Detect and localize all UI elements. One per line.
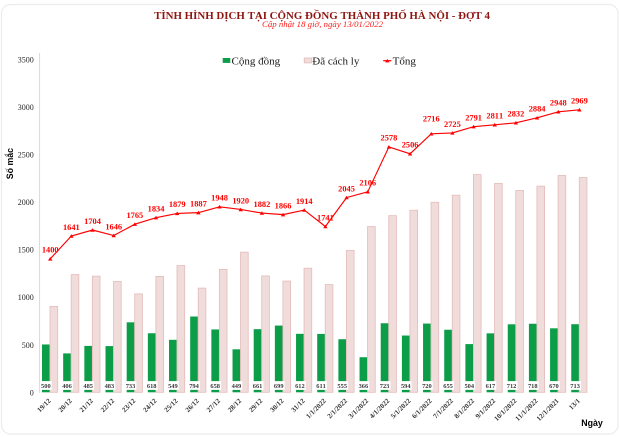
svg-text:594: 594	[401, 383, 411, 390]
svg-text:618: 618	[147, 383, 157, 390]
svg-text:699: 699	[274, 383, 284, 390]
svg-text:2832: 2832	[508, 110, 525, 119]
svg-text:658: 658	[210, 383, 220, 390]
svg-text:1646: 1646	[105, 222, 122, 231]
svg-text:2716: 2716	[423, 114, 440, 123]
svg-text:504: 504	[464, 383, 474, 390]
svg-text:483: 483	[105, 383, 115, 390]
svg-text:718: 718	[528, 383, 538, 390]
svg-text:611: 611	[316, 383, 326, 390]
svg-text:2948: 2948	[550, 99, 567, 108]
svg-text:1948: 1948	[211, 194, 228, 203]
svg-text:1765: 1765	[126, 211, 143, 220]
svg-text:2969: 2969	[571, 97, 588, 106]
svg-text:500: 500	[22, 341, 34, 350]
svg-text:2000: 2000	[18, 198, 34, 207]
svg-text:Tổng: Tổng	[393, 55, 417, 67]
svg-text:1641: 1641	[63, 223, 80, 232]
svg-text:Cập nhật 18 giờ, ngày 13/01/20: Cập nhật 18 giờ, ngày 13/01/2022	[262, 19, 384, 29]
svg-text:Đã cách ly: Đã cách ly	[312, 55, 360, 67]
svg-text:2506: 2506	[402, 141, 419, 150]
svg-text:Số mắc: Số mắc	[4, 148, 15, 179]
svg-text:720: 720	[422, 383, 432, 390]
svg-text:733: 733	[126, 383, 136, 390]
svg-text:1920: 1920	[232, 196, 249, 205]
svg-text:712: 712	[507, 383, 517, 390]
svg-text:2791: 2791	[465, 114, 482, 123]
svg-text:0: 0	[30, 388, 34, 397]
svg-text:2884: 2884	[529, 105, 547, 114]
svg-text:1882: 1882	[254, 200, 271, 209]
svg-text:1400: 1400	[42, 246, 59, 255]
svg-text:1914: 1914	[296, 197, 314, 206]
svg-text:Cộng đồng: Cộng đồng	[232, 55, 281, 67]
svg-text:2725: 2725	[444, 120, 461, 129]
svg-text:3500: 3500	[18, 56, 34, 65]
svg-text:2811: 2811	[486, 112, 503, 121]
svg-text:661: 661	[253, 383, 263, 390]
svg-text:617: 617	[486, 383, 496, 390]
svg-text:1500: 1500	[18, 246, 34, 255]
svg-text:2578: 2578	[381, 134, 398, 143]
svg-text:Ngày: Ngày	[581, 418, 603, 428]
svg-text:1866: 1866	[275, 201, 292, 210]
svg-text:406: 406	[62, 383, 72, 390]
svg-text:500: 500	[41, 383, 51, 390]
svg-text:1879: 1879	[169, 200, 186, 209]
svg-text:713: 713	[570, 383, 580, 390]
svg-text:1887: 1887	[190, 199, 207, 208]
svg-text:549: 549	[168, 383, 178, 390]
svg-text:449: 449	[232, 383, 242, 390]
svg-text:2500: 2500	[18, 151, 34, 160]
svg-text:655: 655	[443, 383, 453, 390]
svg-text:1741: 1741	[317, 213, 334, 222]
svg-text:1834: 1834	[148, 204, 166, 213]
svg-text:555: 555	[337, 383, 347, 390]
svg-text:485: 485	[83, 383, 93, 390]
svg-text:2106: 2106	[359, 179, 376, 188]
svg-text:1000: 1000	[18, 293, 34, 302]
svg-text:723: 723	[380, 383, 390, 390]
svg-text:794: 794	[189, 383, 199, 390]
svg-text:2045: 2045	[338, 184, 355, 193]
svg-text:1704: 1704	[84, 217, 102, 226]
svg-text:670: 670	[549, 383, 559, 390]
svg-text:366: 366	[359, 383, 369, 390]
svg-text:TÌNH HÌNH DỊCH TẠI CỘNG ĐỒNG T: TÌNH HÌNH DỊCH TẠI CỘNG ĐỒNG THÀNH PHỐ H…	[154, 9, 490, 22]
svg-text:3000: 3000	[18, 103, 34, 112]
svg-text:612: 612	[295, 383, 305, 390]
